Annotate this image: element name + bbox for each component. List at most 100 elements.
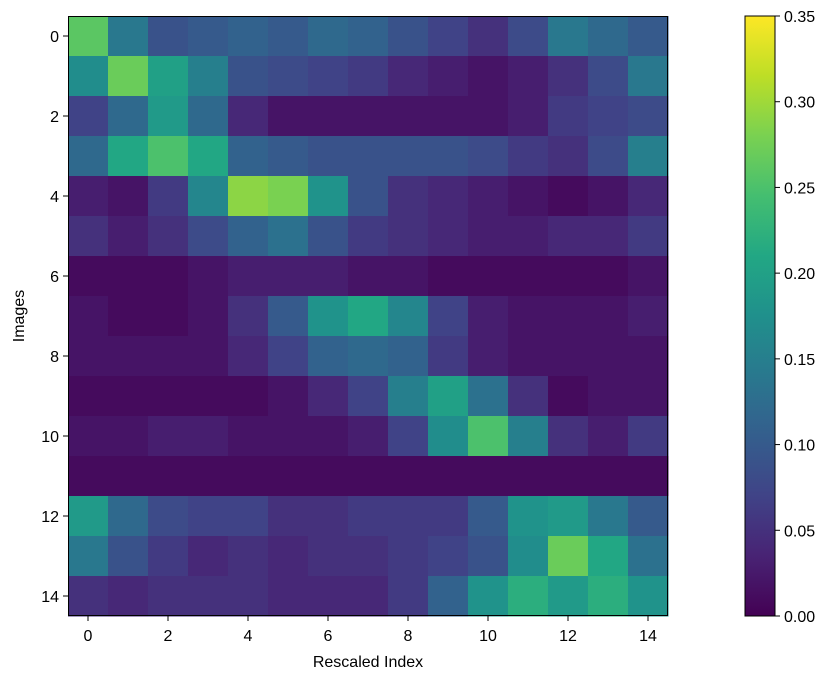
heatmap-cell-r3-c3 [188, 136, 229, 177]
heatmap-cell-r6-c12 [548, 256, 589, 297]
colorbar-tick-label: 0.25 [784, 180, 815, 197]
y-axis-ticks: 0 2 4 6 8 10 12 14 [41, 29, 68, 606]
heatmap-cell-r7-c5 [268, 296, 309, 337]
heatmap-cell-r2-c1 [108, 96, 149, 137]
heatmap-cell-r12-c8 [388, 496, 429, 537]
heatmap-cell-r9-c0 [68, 376, 109, 417]
heatmap-cell-r4-c1 [108, 176, 149, 217]
heatmap-cell-r7-c7 [348, 296, 389, 337]
heatmap-cell-r13-c5 [268, 536, 309, 577]
heatmap-cell-r4-c5 [268, 176, 309, 217]
heatmap-cell-r4-c13 [588, 176, 629, 217]
heatmap-cell-r14-c3 [188, 576, 229, 617]
heatmap-cell-r1-c8 [388, 56, 429, 97]
heatmap-cell-r3-c9 [428, 136, 469, 177]
heatmap-cell-r10-c3 [188, 416, 229, 457]
heatmap-cell-r3-c10 [468, 136, 509, 177]
heatmap-cell-r11-c9 [428, 456, 469, 497]
heatmap-cell-r13-c12 [548, 536, 589, 577]
heatmap-cell-r13-c14 [628, 536, 669, 577]
heatmap-cell-r13-c10 [468, 536, 509, 577]
heatmap-cell-r0-c3 [188, 16, 229, 57]
heatmap-cell-r1-c10 [468, 56, 509, 97]
heatmap-cell-r14-c2 [148, 576, 189, 617]
heatmap-cell-r7-c0 [68, 296, 109, 337]
heatmap-cell-r3-c5 [268, 136, 309, 177]
heatmap-cell-r2-c0 [68, 96, 109, 137]
plot-frame [68, 16, 668, 616]
heatmap-cell-r12-c7 [348, 496, 389, 537]
heatmap-cell-r4-c4 [228, 176, 269, 217]
x-tick-label: 0 [84, 628, 93, 645]
heatmap-cell-r11-c3 [188, 456, 229, 497]
heatmap-cell-r11-c4 [228, 456, 269, 497]
heatmap-cell-r11-c2 [148, 456, 189, 497]
heatmap-cell-r12-c10 [468, 496, 509, 537]
heatmap-cell-r8-c14 [628, 336, 669, 377]
heatmap-cell-r9-c14 [628, 376, 669, 417]
heatmap-cell-r14-c4 [228, 576, 269, 617]
heatmap-cell-r12-c5 [268, 496, 309, 537]
heatmap-cell-r2-c8 [388, 96, 429, 137]
heatmap-cell-r0-c11 [508, 16, 549, 57]
heatmap-cell-r5-c5 [268, 216, 309, 257]
heatmap-cell-r2-c14 [628, 96, 669, 137]
heatmap-cell-r10-c9 [428, 416, 469, 457]
heatmap-cell-r9-c2 [148, 376, 189, 417]
heatmap-cell-r12-c1 [108, 496, 149, 537]
heatmap-cell-r0-c13 [588, 16, 629, 57]
heatmap-cell-r6-c4 [228, 256, 269, 297]
y-axis-label: Images [11, 290, 28, 342]
heatmap-cell-r1-c13 [588, 56, 629, 97]
heatmap-cell-r14-c7 [348, 576, 389, 617]
heatmap-cell-r9-c12 [548, 376, 589, 417]
heatmap-cell-r3-c12 [548, 136, 589, 177]
heatmap-cell-r1-c14 [628, 56, 669, 97]
heatmap-cell-r0-c8 [388, 16, 429, 57]
y-tick-label: 2 [50, 109, 59, 126]
x-tick-label: 14 [639, 628, 657, 645]
heatmap-cell-r5-c6 [308, 216, 349, 257]
y-tick-label: 0 [50, 29, 59, 46]
heatmap-cell-r2-c6 [308, 96, 349, 137]
heatmap-cell-r1-c5 [268, 56, 309, 97]
heatmap-cell-r13-c3 [188, 536, 229, 577]
heatmap-cell-r14-c9 [428, 576, 469, 617]
heatmap-cell-r13-c13 [588, 536, 629, 577]
heatmap-cell-r10-c14 [628, 416, 669, 457]
heatmap-cell-r2-c3 [188, 96, 229, 137]
heatmap-cell-r7-c9 [428, 296, 469, 337]
heatmap-cell-r7-c2 [148, 296, 189, 337]
heatmap-cell-r13-c8 [388, 536, 429, 577]
heatmap-cell-r11-c1 [108, 456, 149, 497]
heatmap-cell-r9-c8 [388, 376, 429, 417]
colorbar [744, 15, 776, 617]
heatmap-cell-r11-c14 [628, 456, 669, 497]
heatmap-cell-r4-c6 [308, 176, 349, 217]
colorbar-tick-label: 0.30 [784, 95, 815, 112]
heatmap-cell-r3-c1 [108, 136, 149, 177]
heatmap-cell-r11-c13 [588, 456, 629, 497]
heatmap-cell-r7-c13 [588, 296, 629, 337]
heatmap-cell-r12-c0 [68, 496, 109, 537]
x-axis-label: Rescaled Index [313, 654, 423, 671]
heatmap-cell-r8-c2 [148, 336, 189, 377]
x-tick-label: 2 [164, 628, 173, 645]
x-tick-label: 12 [559, 628, 577, 645]
heatmap-cell-r14-c14 [628, 576, 669, 617]
heatmap-cell-r8-c4 [228, 336, 269, 377]
heatmap-cell-r0-c5 [268, 16, 309, 57]
heatmap-cell-r6-c6 [308, 256, 349, 297]
heatmap-cell-r4-c7 [348, 176, 389, 217]
heatmap-cell-r12-c13 [588, 496, 629, 537]
heatmap-cell-r13-c4 [228, 536, 269, 577]
heatmap-cell-r6-c8 [388, 256, 429, 297]
heatmap-cell-r2-c13 [588, 96, 629, 137]
heatmap-cell-r5-c12 [548, 216, 589, 257]
heatmap-cell-r8-c9 [428, 336, 469, 377]
heatmap-cell-r1-c3 [188, 56, 229, 97]
x-tick-label: 4 [244, 628, 253, 645]
heatmap-cell-r4-c9 [428, 176, 469, 217]
x-tick-label: 6 [324, 628, 333, 645]
heatmap-cell-r10-c5 [268, 416, 309, 457]
